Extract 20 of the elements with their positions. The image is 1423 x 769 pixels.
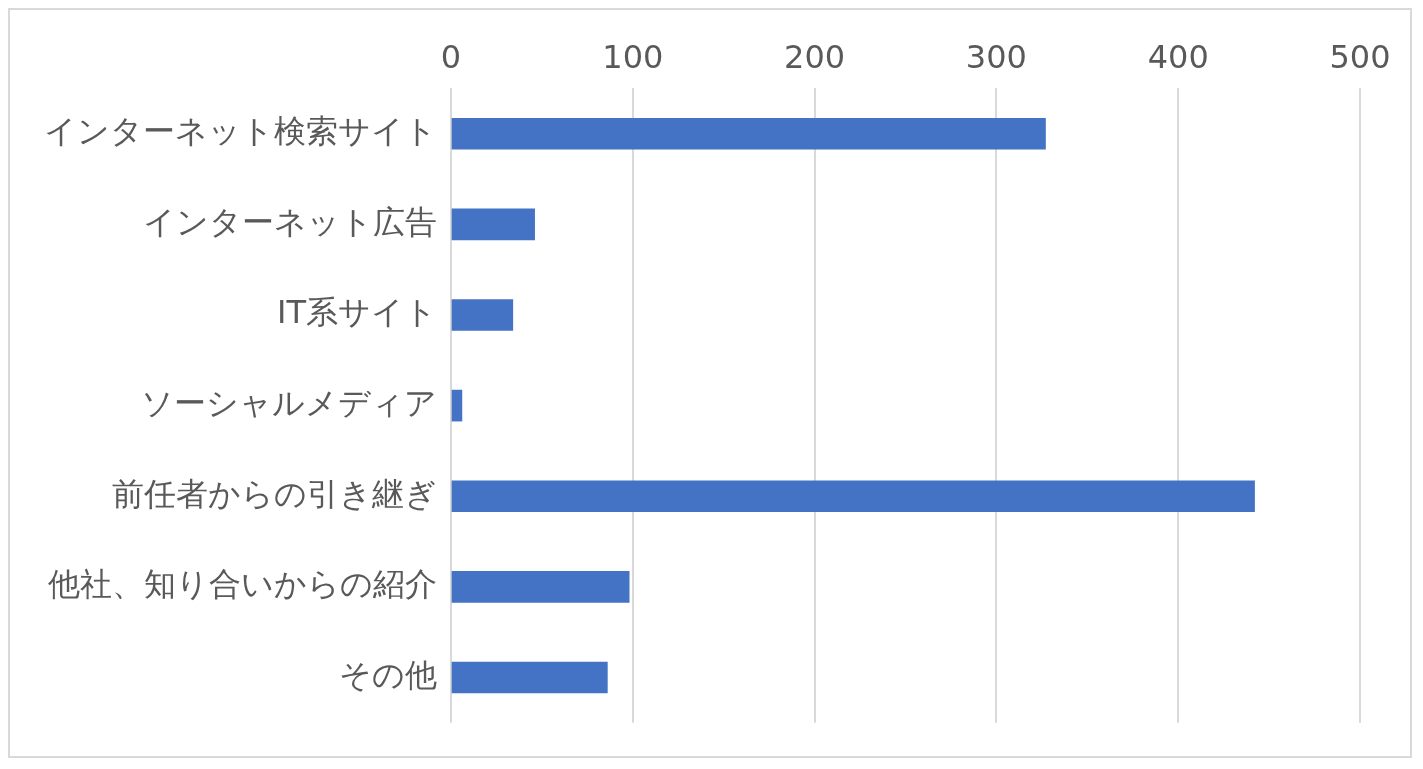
- bar: [451, 117, 1046, 150]
- x-tick-label: 500: [1329, 37, 1391, 76]
- y-tick-label: 前任者からの引き継ぎ: [112, 474, 437, 513]
- x-tick-label: 300: [965, 37, 1027, 76]
- x-tick-label: 100: [602, 37, 664, 76]
- bar: [451, 661, 608, 694]
- bar: [451, 208, 535, 241]
- y-tick-label: 他社、知り合いからの紹介: [48, 565, 437, 604]
- y-tick-label: IT系サイト: [277, 293, 437, 332]
- x-tick-label: 200: [784, 37, 846, 76]
- y-tick-label: インターネット広告: [143, 202, 437, 241]
- bar: [451, 389, 463, 422]
- bar: [451, 299, 514, 331]
- y-tick-label: インターネット検索サイト: [44, 112, 437, 151]
- y-tick-label: ソーシャルメディア: [141, 383, 437, 422]
- bar: [451, 480, 1255, 513]
- x-tick-label: 400: [1147, 37, 1209, 76]
- bar: [451, 571, 630, 603]
- y-tick-label: その他: [339, 655, 437, 694]
- x-tick-label: 0: [440, 37, 462, 76]
